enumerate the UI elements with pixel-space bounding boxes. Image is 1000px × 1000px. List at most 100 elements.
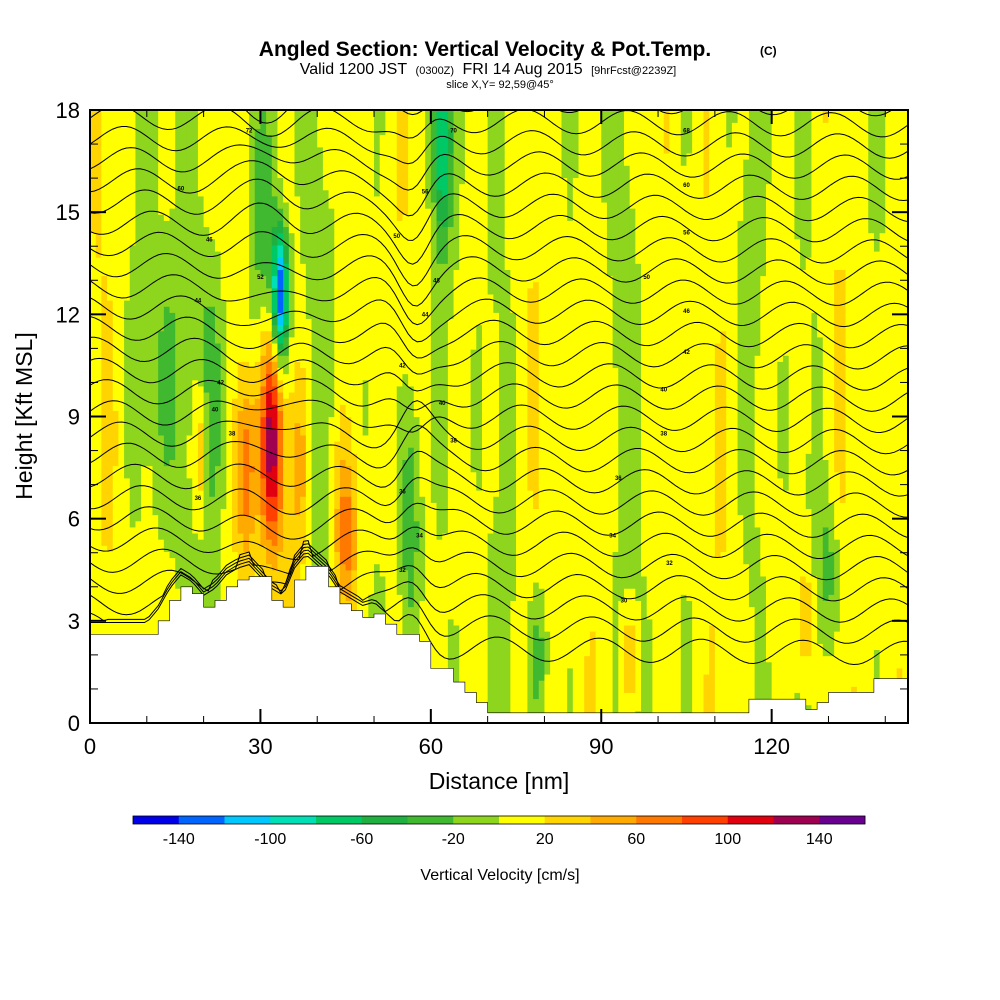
field-cell	[129, 110, 137, 246]
field-cell	[629, 208, 636, 589]
field-cell	[402, 214, 409, 375]
chart-title: Angled Section: Vertical Velocity & Pot.…	[259, 38, 711, 61]
field-cell	[158, 330, 165, 436]
field-cell	[839, 110, 847, 270]
field-cell	[95, 257, 102, 723]
field-cell	[533, 582, 540, 626]
field-cell	[805, 257, 813, 454]
field-cell	[720, 551, 727, 723]
isentrope-line	[90, 424, 908, 476]
contour-label: 46	[683, 309, 690, 315]
field-cell	[271, 336, 279, 344]
field-cell	[527, 490, 534, 601]
isentrope-line	[90, 144, 908, 191]
field-cell	[351, 453, 358, 510]
field-cell	[601, 110, 608, 203]
contour-label: 34	[609, 534, 616, 540]
field-cell	[283, 263, 290, 326]
field-cell	[283, 336, 290, 356]
field-cell	[783, 110, 790, 356]
field-cell	[334, 551, 341, 601]
colorbar-swatch	[224, 816, 271, 824]
field-cell	[544, 631, 551, 675]
field-cell	[737, 110, 744, 221]
field-cell	[817, 336, 824, 644]
field-cell	[294, 514, 301, 583]
field-cell	[777, 477, 784, 723]
field-cell	[243, 398, 250, 430]
field-cell	[521, 110, 529, 723]
x-tick-label: 120	[753, 734, 790, 759]
field-cell	[584, 655, 591, 723]
field-cell	[516, 110, 523, 723]
field-cell	[561, 177, 568, 723]
field-cell	[271, 195, 279, 228]
field-cell	[646, 618, 653, 723]
field-cell	[249, 465, 256, 473]
field-cell	[339, 404, 347, 461]
colorbar-swatch	[499, 816, 546, 824]
field-cell	[658, 110, 665, 723]
field-cell	[453, 269, 460, 626]
field-cell	[152, 110, 159, 516]
contour-label: 36	[195, 496, 202, 502]
field-cell	[277, 391, 284, 411]
field-cell	[300, 110, 307, 264]
field-cell	[288, 232, 296, 338]
field-cell	[641, 110, 648, 577]
contour-label: 44	[195, 299, 202, 305]
field-cell	[169, 110, 176, 209]
field-cell	[811, 312, 818, 577]
colorbar-label: Vertical Velocity [cm/s]	[420, 867, 579, 884]
field-cell	[470, 110, 477, 350]
field-cell	[203, 226, 210, 307]
field-cell	[294, 195, 301, 362]
field-cell	[805, 508, 813, 583]
field-cell	[379, 134, 386, 577]
field-cell	[669, 110, 676, 723]
field-cell	[623, 692, 631, 723]
field-cell	[788, 110, 795, 723]
colorbar-tick-label: -100	[254, 831, 286, 848]
field-cell	[351, 508, 358, 571]
field-cell	[504, 110, 511, 270]
field-cell	[107, 300, 114, 552]
field-cell	[237, 410, 244, 534]
field-cell	[794, 110, 801, 240]
field-cell	[271, 312, 279, 326]
field-cell	[101, 110, 108, 277]
isentrope-line	[90, 378, 908, 412]
field-cell	[760, 275, 767, 577]
field-cell	[873, 110, 881, 252]
contour-label: 68	[683, 128, 690, 134]
field-cell	[800, 655, 807, 700]
field-cell	[351, 110, 358, 454]
field-cell	[487, 110, 494, 295]
field-cell	[209, 496, 216, 626]
colorbar-tick-label: -140	[163, 831, 195, 848]
contour-label: 70	[450, 128, 457, 134]
field-cell	[442, 263, 449, 534]
field-cell	[266, 312, 273, 332]
contour-label: 56	[422, 190, 429, 196]
field-cell	[413, 520, 421, 552]
field-cell	[623, 588, 631, 626]
field-cell	[266, 134, 273, 289]
field-cell	[510, 600, 517, 723]
contour-label: 36	[615, 476, 622, 482]
field-cell	[851, 110, 858, 687]
subtitle-utc: (0300Z)	[416, 65, 455, 77]
field-cell	[805, 655, 813, 706]
field-cell	[197, 385, 205, 424]
field-cell	[283, 398, 290, 723]
field-cell	[623, 110, 631, 166]
field-cell	[277, 257, 284, 270]
y-tick-label: 15	[56, 200, 80, 225]
field-cell	[220, 110, 227, 301]
field-cell	[362, 110, 369, 381]
field-cell	[442, 195, 449, 228]
subtitle-date: FRI 14 Aug 2015	[463, 61, 583, 78]
field-cell	[817, 643, 824, 723]
colorbar: -140 -100 -60 -20 20 60 100 140	[132, 815, 866, 848]
field-cell	[442, 110, 449, 197]
